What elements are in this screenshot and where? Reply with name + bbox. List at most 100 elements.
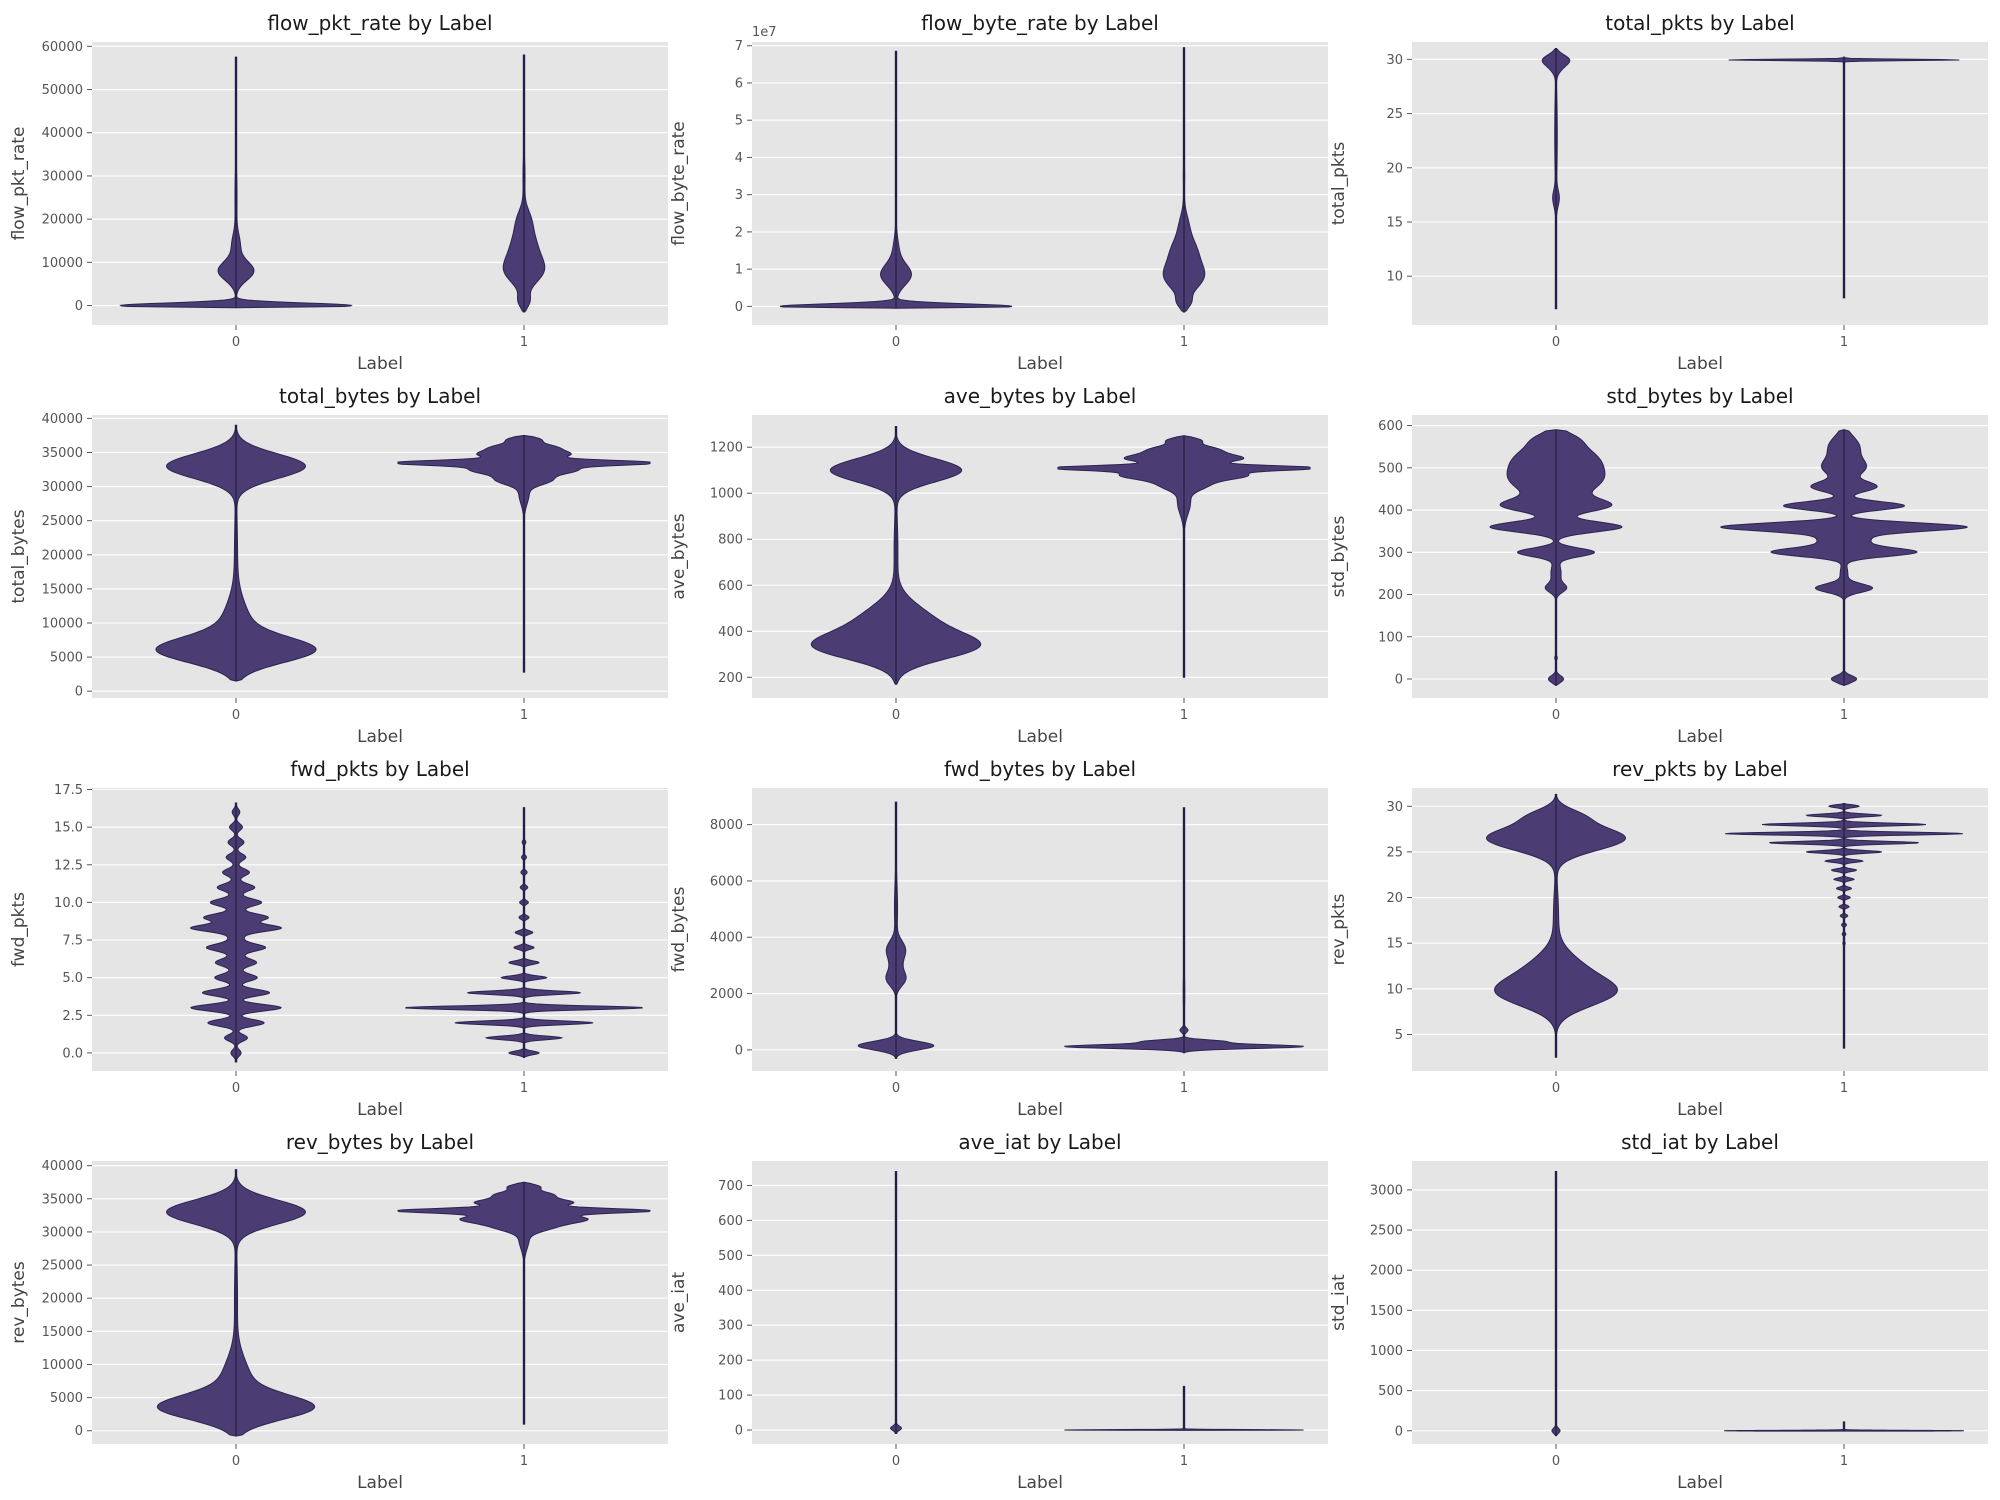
x-tick-label: 0 [1552, 1081, 1560, 1096]
x-tick-label: 1 [1180, 335, 1188, 350]
x-tick-label: 0 [232, 1454, 240, 1469]
y-axis-label: total_bytes [9, 509, 29, 603]
y-tick-label: 200 [718, 1354, 743, 1369]
subplot-title: ave_iat by Label [958, 1130, 1121, 1154]
y-tick-label: 15000 [42, 582, 83, 597]
y-tick-label: 0 [735, 1043, 743, 1058]
y-tick-label: 7 [735, 39, 743, 54]
y-tick-label: 0 [1395, 672, 1403, 687]
y-tick-label: 60000 [42, 40, 83, 55]
y-tick-label: 10000 [42, 256, 83, 271]
x-axis-label: Label [357, 1100, 403, 1120]
y-tick-label: 2.5 [62, 1009, 83, 1024]
x-tick-label: 0 [232, 335, 240, 350]
x-tick-label: 0 [232, 1081, 240, 1096]
y-tick-label: 25 [1386, 845, 1403, 860]
y-tick-label: 30000 [42, 169, 83, 184]
x-tick-label: 0 [232, 708, 240, 723]
y-axis-label: rev_bytes [9, 1261, 29, 1344]
y-tick-label: 5000 [50, 651, 83, 666]
x-tick-label: 0 [892, 1081, 900, 1096]
x-axis-label: Label [1677, 727, 1723, 747]
y-tick-label: 20 [1386, 161, 1403, 176]
x-tick-label: 1 [1840, 708, 1848, 723]
y-tick-label: 300 [718, 1319, 743, 1334]
y-tick-label: 500 [718, 1249, 743, 1264]
y-tick-label: 800 [718, 533, 743, 548]
y-tick-label: 15.0 [54, 821, 83, 836]
y-tick-label: 20 [1386, 891, 1403, 906]
x-tick-label: 1 [520, 1454, 528, 1469]
plot-area [1412, 415, 1988, 698]
subplot-7: 0.0 2.5 5.0 7.5 10.0 12.5 15.0 17.5 0 1 fwd_pkts b… [9, 757, 668, 1120]
x-tick-label: 0 [1552, 708, 1560, 723]
x-tick-label: 1 [520, 708, 528, 723]
y-axis-label: flow_byte_rate [669, 121, 689, 246]
y-tick-label: 6000 [710, 874, 743, 889]
y-tick-label: 1000 [710, 487, 743, 502]
y-tick-label: 20000 [42, 548, 83, 563]
x-axis-label: Label [1017, 727, 1063, 747]
x-axis-label: Label [357, 1473, 403, 1493]
y-tick-label: 10 [1386, 270, 1403, 285]
y-axis-label: ave_bytes [669, 513, 689, 599]
plot-area [752, 788, 1328, 1071]
x-tick-label: 1 [1840, 1454, 1848, 1469]
plot-area [92, 42, 668, 325]
x-tick-label: 0 [892, 1454, 900, 1469]
y-tick-label: 100 [718, 1389, 743, 1404]
subplot-title: flow_pkt_rate by Label [267, 11, 492, 35]
subplot-3: 10 15 20 25 30 0 1 total_pkts by Label Label tota… [1329, 11, 1988, 374]
plot-area [92, 788, 668, 1071]
subplot-title: total_pkts by Label [1605, 11, 1794, 35]
x-tick-label: 1 [1180, 1081, 1188, 1096]
y-tick-label: 50000 [42, 83, 83, 98]
subplot-title: fwd_pkts by Label [290, 757, 469, 781]
y-tick-label: 20000 [42, 213, 83, 228]
subplot-6: 0 100 200 300 400 500 600 0 1 std_bytes by Label L… [1329, 384, 1988, 747]
x-tick-label: 1 [1840, 335, 1848, 350]
x-tick-label: 0 [1552, 335, 1560, 350]
y-tick-label: 3 [735, 188, 743, 203]
subplot-2: 0 1 2 3 4 5 6 7 1e7 0 1 flow_byte_rate by Label Labe… [669, 11, 1328, 374]
y-tick-label: 2000 [1370, 1264, 1403, 1279]
y-axis-label: fwd_pkts [9, 892, 29, 967]
y-tick-label: 40000 [42, 1159, 83, 1174]
y-tick-label: 10000 [42, 616, 83, 631]
subplot-title: ave_bytes by Label [944, 384, 1137, 408]
y-tick-label: 15000 [42, 1325, 83, 1340]
y-axis-label: flow_pkt_rate [9, 127, 29, 241]
x-tick-label: 0 [892, 708, 900, 723]
y-tick-label: 40000 [42, 412, 83, 427]
subplot-10: 0 5000 10000 15000 20000 25000 30000 35000 40000… [9, 1130, 668, 1493]
y-tick-label: 3000 [1370, 1183, 1403, 1198]
y-tick-label: 0.0 [62, 1046, 83, 1061]
subplot-5: 200 400 600 800 1000 1200 0 1 ave_bytes by Label… [669, 384, 1328, 747]
y-tick-label: 4000 [710, 931, 743, 946]
y-tick-label: 25000 [42, 514, 83, 529]
subplot-title: total_bytes by Label [279, 384, 481, 408]
subplot-8: 0 2000 4000 6000 8000 0 1 fwd_bytes by Label Lab… [669, 757, 1328, 1120]
y-tick-label: 17.5 [54, 783, 83, 798]
x-axis-label: Label [1677, 1473, 1723, 1493]
y-tick-label: 35000 [42, 446, 83, 461]
y-tick-label: 400 [718, 1284, 743, 1299]
y-tick-label: 4 [735, 151, 743, 166]
y-tick-label: 5.0 [62, 971, 83, 986]
y-tick-label: 30000 [42, 1225, 83, 1240]
y-tick-label: 0 [1395, 1424, 1403, 1439]
y-tick-label: 600 [1378, 419, 1403, 434]
y-tick-offset: 1e7 [752, 25, 777, 40]
y-tick-label: 400 [1378, 504, 1403, 519]
plot-area [752, 1161, 1328, 1444]
y-tick-label: 12.5 [54, 858, 83, 873]
y-tick-label: 0 [735, 300, 743, 315]
x-tick-label: 1 [1180, 708, 1188, 723]
x-tick-label: 1 [520, 335, 528, 350]
x-axis-label: Label [1017, 354, 1063, 374]
y-tick-label: 30 [1386, 800, 1403, 815]
y-tick-label: 8000 [710, 818, 743, 833]
y-tick-label: 15 [1386, 215, 1403, 230]
y-tick-label: 2500 [1370, 1224, 1403, 1239]
